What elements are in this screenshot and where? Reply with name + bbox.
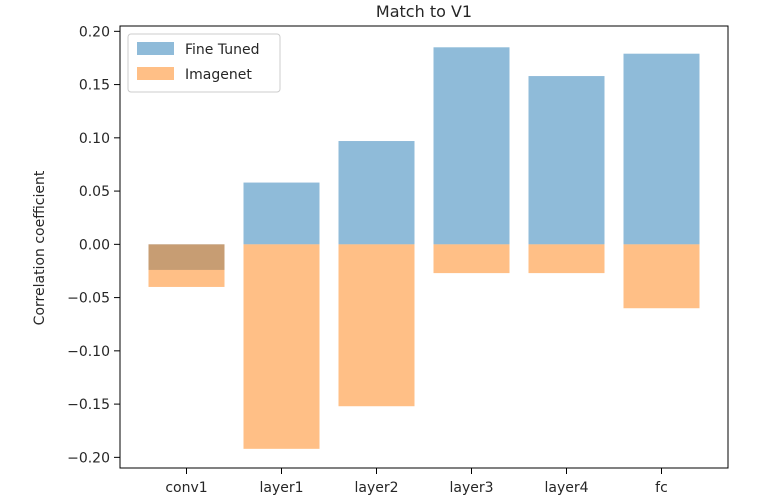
y-axis-label: Correlation coefficient [32, 170, 48, 325]
bar-fine-tuned-layer3 [433, 47, 510, 245]
x-tick-label-layer3: layer3 [449, 480, 493, 496]
bar-imagenet-conv1 [148, 244, 225, 287]
x-tick-label-conv1: conv1 [165, 480, 207, 496]
x-tick-label-layer4: layer4 [544, 480, 588, 496]
chart-title: Match to V1 [376, 2, 472, 21]
bar-imagenet-layer1 [243, 244, 320, 449]
bar-fine-tuned-fc [623, 53, 700, 245]
bar-fine-tuned-layer1 [243, 182, 320, 245]
x-tick-label-layer1: layer1 [259, 480, 303, 496]
y-tick-label: 0.05 [79, 184, 110, 200]
bar-imagenet-fc [623, 244, 700, 309]
y-axis: 0.20 0.15 0.10 0.05 0.00 −0.05 −0.10 −0.15 −0.20 [67, 24, 120, 466]
bar-imagenet-layer4 [528, 244, 605, 274]
y-tick-label: −0.20 [67, 450, 110, 466]
y-tick-label: −0.10 [67, 344, 110, 360]
legend-swatch-imagenet [137, 67, 174, 80]
bar-imagenet-layer2 [338, 244, 415, 407]
x-tick-label-layer2: layer2 [354, 480, 398, 496]
y-tick-label: 0.00 [79, 237, 110, 253]
bars-layer [148, 47, 700, 449]
plot-frame [119, 25, 729, 469]
bar-imagenet-layer3 [433, 244, 510, 274]
legend-label-imagenet: Imagenet [185, 67, 252, 83]
y-tick-label: 0.10 [79, 131, 110, 147]
y-tick-label: 0.15 [79, 78, 110, 94]
y-tick-label: −0.05 [67, 291, 110, 307]
x-axis: conv1 layer1 layer2 layer3 layer4 fc [165, 468, 668, 496]
legend: Fine Tuned Imagenet [127, 33, 281, 93]
x-tick-label-fc: fc [655, 480, 668, 496]
y-tick-label: −0.15 [67, 397, 110, 413]
bar-fine-tuned-layer4 [528, 76, 605, 245]
bar-fine-tuned-layer2 [338, 141, 415, 245]
legend-swatch-fine-tuned [137, 42, 174, 55]
legend-label-fine-tuned: Fine Tuned [185, 42, 260, 58]
y-tick-label: 0.20 [79, 24, 110, 40]
